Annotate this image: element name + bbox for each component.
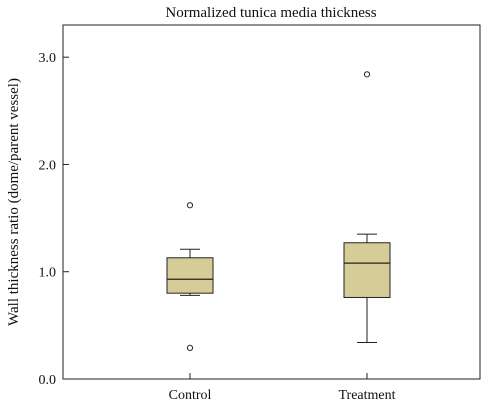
box-group <box>166 202 214 351</box>
boxes <box>166 71 391 351</box>
plot-frame <box>62 24 481 380</box>
outlier-point <box>186 344 194 351</box>
iqr-box <box>343 242 391 298</box>
x-axis: Control Treatment <box>169 373 396 403</box>
y-axis: 0.0 1.0 2.0 3.0 <box>39 51 69 388</box>
y-tick-label: 0.0 <box>39 373 57 388</box>
chart-title: Normalized tunica media thickness <box>165 5 376 21</box>
box-group <box>343 71 391 344</box>
outlier-point <box>186 202 194 209</box>
iqr-box <box>166 257 214 294</box>
outlier-point <box>363 71 371 78</box>
y-tick-label: 1.0 <box>39 266 57 281</box>
y-tick-label: 2.0 <box>39 158 57 173</box>
x-tick-label: Treatment <box>338 388 395 403</box>
y-axis-label: Wall thickness ratio (dome/parent vessel… <box>6 78 22 326</box>
y-tick-label: 3.0 <box>39 51 57 66</box>
x-tick-label: Control <box>169 388 212 403</box>
